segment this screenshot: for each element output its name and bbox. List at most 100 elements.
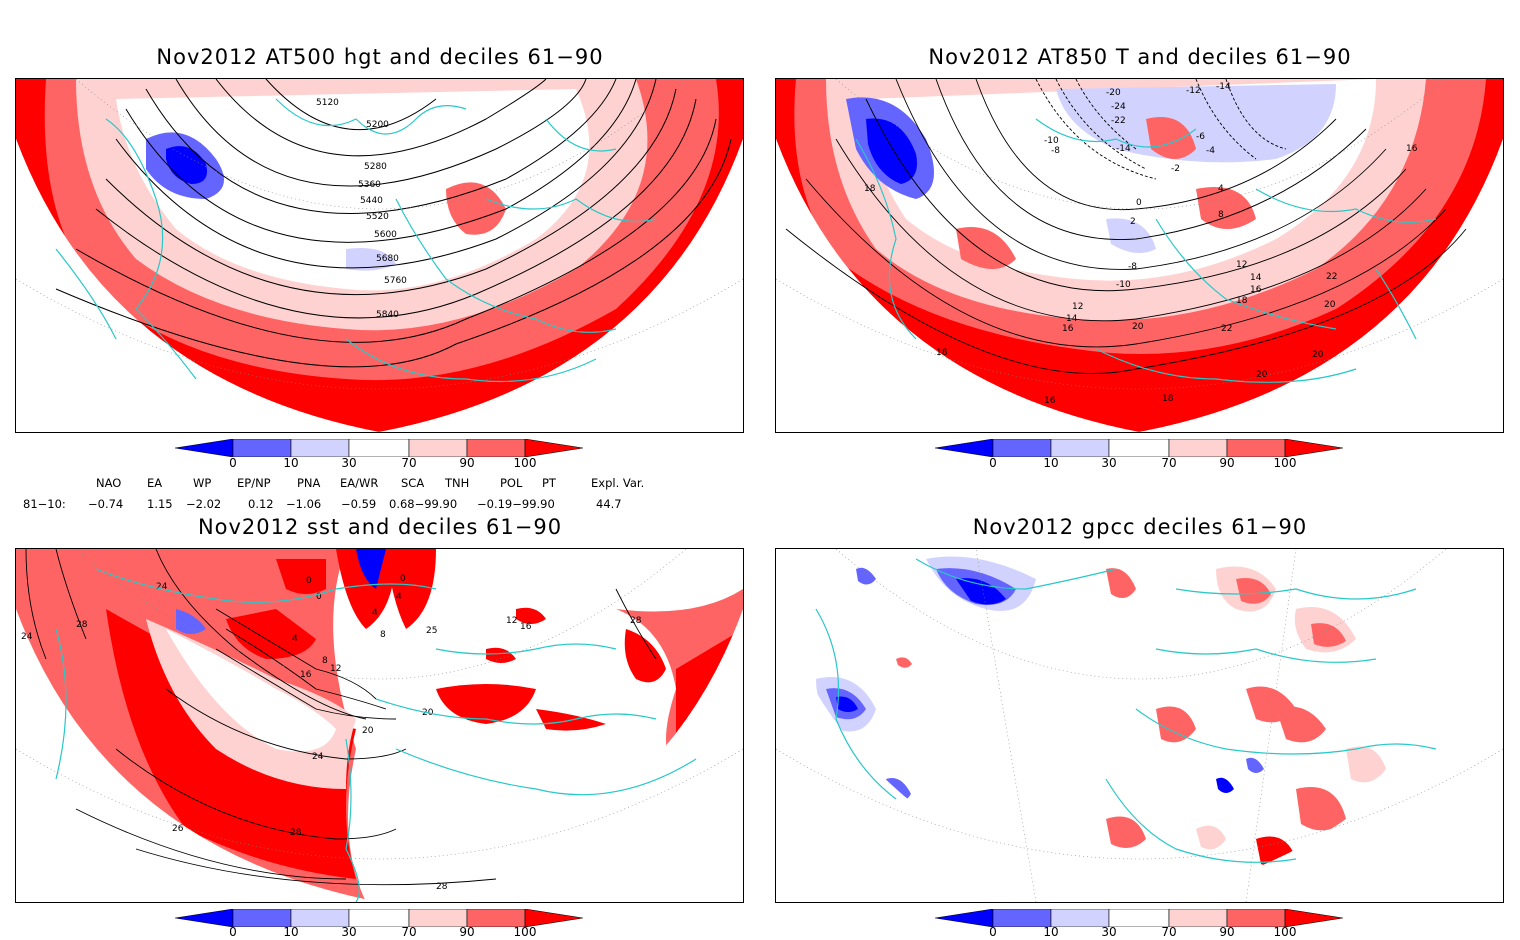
contour-label: 5200 xyxy=(366,120,389,130)
colorbar-sst: 0 10 30 70 90 100 xyxy=(174,908,585,940)
contour-label: 18 xyxy=(1236,296,1248,306)
contour-label: 5360 xyxy=(358,180,381,190)
contour-label: 0 xyxy=(400,574,406,584)
contour-label: 5440 xyxy=(360,196,383,206)
index-header: EA xyxy=(147,476,163,490)
index-value: 44.7 xyxy=(596,497,622,511)
contour-label: 20 xyxy=(1132,322,1144,332)
colorbar-tick: 10 xyxy=(283,456,299,470)
index-header: WP xyxy=(193,476,212,490)
colorbar-tick: 100 xyxy=(1273,925,1297,939)
contour-label: 20 xyxy=(1324,300,1336,310)
colorbar-tick: 0 xyxy=(989,925,997,939)
contour-label: 20 xyxy=(1312,350,1324,360)
contour-label: 18 xyxy=(1162,394,1174,404)
contour-label: 28 xyxy=(76,620,88,630)
colorbar-tick: 10 xyxy=(1043,456,1059,470)
contour-label: 24 xyxy=(312,752,324,762)
contour-label: 5120 xyxy=(316,98,339,108)
colorbar-tick: 70 xyxy=(401,456,417,470)
panel-title-hgt500: Nov2012 AT500 hgt and deciles 61−90 xyxy=(156,45,604,69)
colorbar-tick: 30 xyxy=(341,456,357,470)
contour-label: -8 xyxy=(1051,146,1060,156)
contour-label: 28 xyxy=(630,616,642,626)
colorbar-tick: 0 xyxy=(989,456,997,470)
contour-label: 20 xyxy=(1256,370,1268,380)
contour-label: 12 xyxy=(1072,302,1083,312)
index-header: EA/WR xyxy=(340,476,379,490)
index-value: 1.15 xyxy=(147,497,173,511)
contour-label: -24 xyxy=(1111,102,1126,112)
index-header: SCA xyxy=(401,476,425,490)
index-value: −2.02 xyxy=(186,497,222,511)
colorbar-hgt500: 0 10 30 70 90 100 xyxy=(174,438,585,475)
colorbar-tick: 70 xyxy=(401,925,417,939)
colorbar-scale xyxy=(174,438,584,458)
contour-label: 8 xyxy=(1218,210,1224,220)
contour-label: -4 xyxy=(1206,146,1215,156)
index-value: −0.19−99.90 xyxy=(477,497,555,511)
colorbar-tick: 70 xyxy=(1161,925,1177,939)
contour-label: 24 xyxy=(156,582,168,592)
contour-label: 4 xyxy=(1218,184,1224,194)
contour-label: 2 xyxy=(1130,217,1136,227)
colorbar-tick: 100 xyxy=(513,456,537,470)
contour-label: 0 xyxy=(306,576,312,586)
colorbar-tick: 30 xyxy=(341,925,357,939)
contour-label: 0 xyxy=(1136,198,1142,208)
contour-label: 26 xyxy=(172,824,184,834)
contour-label: -10 xyxy=(1116,280,1131,290)
colorbar-t850: 0 10 30 70 90 100 xyxy=(934,438,1345,475)
contour-label: 12 xyxy=(330,664,341,674)
contour-label: 8 xyxy=(322,656,328,666)
map-t850: -14 -20 -24 -12 -22 -10 -8 -14 -6 -4 -2 … xyxy=(775,78,1504,433)
index-header: PT xyxy=(542,476,556,490)
panel-title-gpcc: Nov2012 gpcc deciles 61−90 xyxy=(972,515,1308,539)
contour-label: 5680 xyxy=(376,254,399,264)
colorbar-tick: 10 xyxy=(1043,925,1059,939)
map-hgt500: 5120 5200 5280 5360 5440 5520 5600 5680 … xyxy=(15,78,744,433)
contour-label: 0 xyxy=(316,592,322,602)
contour-label: -12 xyxy=(1186,86,1201,96)
contour-label: 12 xyxy=(506,616,517,626)
colorbar-tick: 100 xyxy=(513,925,537,939)
index-header: TNH xyxy=(445,476,470,490)
contour-label: 18 xyxy=(936,348,948,358)
contour-label: -8 xyxy=(1128,262,1137,272)
index-value: −0.59 xyxy=(341,497,377,511)
colorbar-tick: 0 xyxy=(229,456,237,470)
colorbar-tick: 90 xyxy=(459,456,475,470)
index-value: −1.06 xyxy=(286,497,322,511)
index-header: Expl. Var. xyxy=(591,476,645,490)
contour-label: 24 xyxy=(21,632,33,642)
map-sst: 24 28 24 0 0 4 8 12 16 20 24 26 28 28 4 … xyxy=(15,548,744,903)
contour-label: 4 xyxy=(372,608,378,618)
colorbar-scale xyxy=(934,908,1344,928)
colorbar-tick: 90 xyxy=(1219,456,1235,470)
contour-label: -10 xyxy=(1044,136,1059,146)
colorbar-gpcc: 0 10 30 70 90 100 xyxy=(934,908,1345,940)
colorbar-tick: 10 xyxy=(283,925,299,939)
colorbar-tick: 100 xyxy=(1273,456,1297,470)
colorbar-scale xyxy=(174,908,584,928)
map-gpcc xyxy=(775,548,1504,903)
contour-label: 16 xyxy=(1250,285,1262,295)
index-value: 0.68−99.90 xyxy=(389,497,458,511)
colorbar-tick: 0 xyxy=(229,925,237,939)
index-row-label: 81−10: xyxy=(23,497,66,511)
contour-label: 14 xyxy=(1250,273,1262,283)
contour-label: 4 xyxy=(292,634,298,644)
colorbar-tick: 90 xyxy=(459,925,475,939)
contour-label: -20 xyxy=(1106,88,1121,98)
colorbar-tick: 70 xyxy=(1161,456,1177,470)
contour-label: 16 xyxy=(1062,324,1074,334)
contour-label: -2 xyxy=(1171,164,1180,174)
contour-label: -22 xyxy=(1111,116,1126,126)
contour-label: 12 xyxy=(1236,260,1247,270)
contour-label: 5280 xyxy=(364,162,387,172)
contour-label: 16 xyxy=(520,622,532,632)
colorbar-tick: 30 xyxy=(1101,925,1117,939)
contour-label: 5840 xyxy=(376,310,399,320)
contour-label: -14 xyxy=(1216,82,1231,92)
index-value: 0.12 xyxy=(248,497,274,511)
